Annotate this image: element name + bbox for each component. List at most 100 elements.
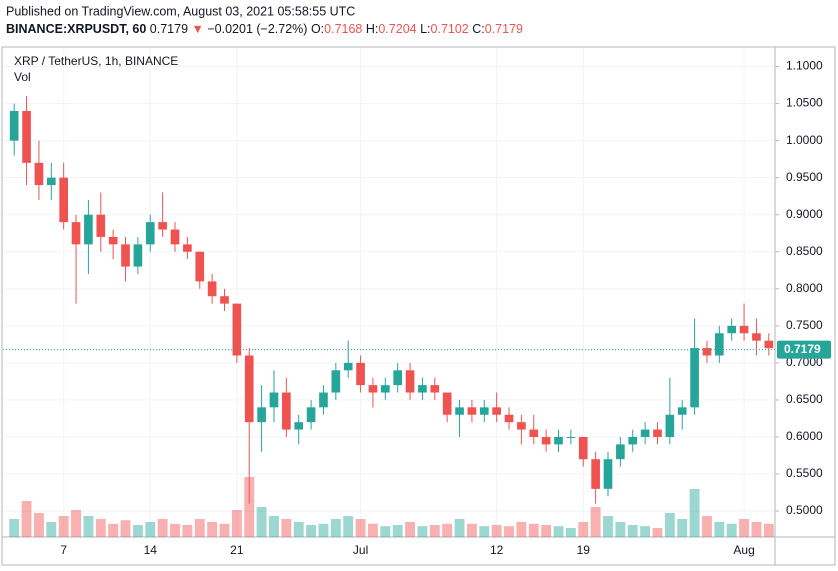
- candle-body: [170, 229, 180, 245]
- last-price-label: 0.7179: [784, 342, 821, 356]
- candle-body: [517, 422, 526, 430]
- candle-body: [616, 444, 625, 460]
- volume-bar: [207, 522, 218, 537]
- volume-bar: [714, 522, 725, 537]
- symbol: BINANCE:XRPUSDT, 60: [6, 22, 146, 36]
- price: 0.7179: [150, 22, 188, 36]
- candle-body: [653, 429, 662, 437]
- volume-bar: [120, 520, 131, 537]
- y-tick-label: 0.9000: [786, 207, 823, 221]
- volume-bar: [46, 522, 57, 537]
- candle-body: [244, 355, 254, 423]
- candle-body: [603, 459, 613, 489]
- volume-bar: [306, 525, 317, 537]
- volume-bar: [565, 528, 576, 537]
- volume-bar: [392, 525, 403, 537]
- x-tick-label: 12: [490, 543, 504, 557]
- volume-bar: [108, 523, 119, 537]
- chart-title: XRP / TetherUS, 1h, BINANCE: [14, 54, 178, 68]
- c-label: C:: [472, 22, 485, 36]
- volume-bar: [479, 526, 490, 537]
- candle-body: [380, 385, 390, 393]
- candle-body: [628, 436, 638, 445]
- volume-bar: [194, 519, 205, 537]
- volume-bar: [170, 523, 180, 537]
- volume-bar: [9, 519, 20, 537]
- x-tick-label: 19: [577, 543, 591, 557]
- candle-body: [640, 429, 650, 437]
- candle-body: [566, 436, 576, 438]
- y-tick-label: 0.7500: [786, 318, 823, 332]
- volume-bar: [751, 522, 762, 537]
- volume-bar: [429, 525, 440, 537]
- candle-body: [84, 214, 93, 245]
- candle-body: [96, 214, 106, 237]
- candle-body: [690, 348, 699, 408]
- volume-bar: [33, 513, 44, 537]
- candle-body: [368, 385, 378, 393]
- c: 0.7179: [485, 22, 523, 36]
- volume-bar: [689, 489, 700, 537]
- volume-bar: [83, 516, 94, 537]
- candle-body: [220, 296, 229, 304]
- candle-body: [727, 325, 737, 334]
- volume-bar: [528, 523, 539, 537]
- candle-body: [331, 370, 341, 393]
- x-tick-label: 14: [144, 543, 158, 557]
- candle-body: [22, 110, 31, 163]
- o: 0.7168: [324, 22, 362, 36]
- candle-body: [418, 385, 427, 393]
- candle-body: [195, 251, 205, 282]
- volume-bar: [627, 525, 638, 537]
- candle-body: [677, 407, 687, 415]
- y-tick-label: 0.6500: [786, 392, 823, 406]
- volume-bar: [763, 523, 774, 537]
- volume-bar: [664, 513, 675, 537]
- x-tick-label: Aug: [733, 543, 754, 557]
- change: −0.0201 (−2.72%): [207, 22, 307, 36]
- candle-body: [455, 407, 464, 415]
- candle-body: [739, 325, 749, 334]
- candle-body: [282, 392, 291, 430]
- volume-bar: [145, 522, 156, 537]
- last-price-tag: [777, 340, 831, 359]
- candle-body: [59, 177, 68, 223]
- header-line: BINANCE:XRPUSDT, 60 0.7179 ▼ −0.0201 (−2…: [6, 22, 523, 36]
- volume-bar: [615, 522, 626, 537]
- volume-bar: [244, 477, 255, 537]
- candle-body: [158, 222, 167, 230]
- volume-bar: [269, 516, 279, 537]
- volume-bar: [702, 516, 712, 537]
- arrow: ▼: [192, 22, 204, 36]
- volume-bar: [417, 526, 428, 537]
- volume-bar: [516, 522, 527, 537]
- volume-bar: [454, 519, 465, 537]
- volume-bar: [95, 519, 106, 537]
- volume-bar: [652, 528, 663, 537]
- volume-bar: [603, 516, 613, 537]
- l: 0.7102: [431, 22, 469, 36]
- volume-bar: [553, 526, 564, 537]
- candle-body: [764, 340, 774, 349]
- y-tick-label: 0.5000: [786, 503, 823, 517]
- y-tick-label: 1.1000: [786, 59, 823, 73]
- candle-body: [71, 222, 81, 245]
- volume-bar: [739, 519, 750, 537]
- y-tick-label: 0.6000: [786, 429, 823, 443]
- volume-bar: [491, 525, 502, 537]
- volume-bar: [442, 523, 453, 537]
- x-tick-label: 21: [230, 543, 244, 557]
- o-label: O:: [311, 22, 324, 36]
- h: 0.7204: [378, 22, 416, 36]
- volume-bar: [677, 519, 688, 537]
- l-label: L:: [420, 22, 430, 36]
- volume-bar: [405, 522, 416, 537]
- candle-body: [34, 162, 44, 186]
- candle-body: [442, 392, 452, 415]
- candle-body: [133, 244, 143, 267]
- volume-bar: [355, 519, 366, 537]
- candle-body: [393, 370, 403, 386]
- candle-body: [405, 370, 415, 393]
- candle-body: [145, 222, 155, 245]
